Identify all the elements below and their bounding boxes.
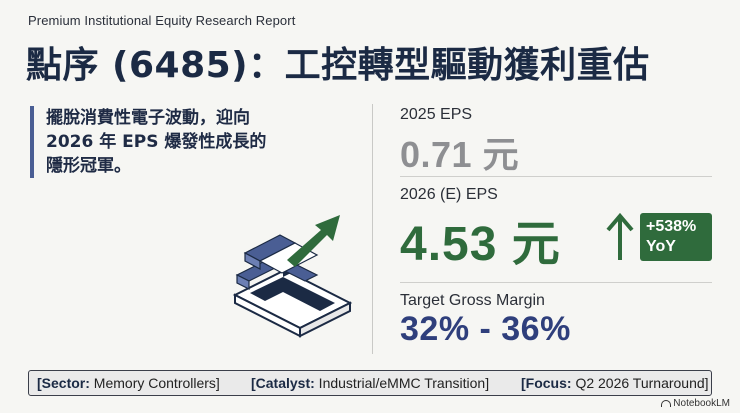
tag-sector: [Sector: Memory Controllers] [37,375,220,391]
growth-chip-illustration [232,215,353,338]
tag-focus-value: Q2 2026 Turnaround] [571,375,709,391]
eps-2025-value: 0.71 元 [400,134,520,175]
metric-eps-2025: 2025 EPS 0.71 元 [400,106,519,178]
report-eyebrow: Premium Institutional Equity Research Re… [28,13,296,28]
tag-catalyst: [Catalyst: Industrial/eMMC Transition] [251,375,489,391]
growth-arrow-icon [287,215,340,267]
tag-focus-key: [Focus: [521,375,572,391]
thesis-line-3: 隱形冠軍。 [46,156,131,176]
brand-name: NotebookLM [673,398,730,409]
metric-separator-2 [400,282,712,283]
chip-navy-trace [250,277,335,311]
gross-margin-label: Target Gross Margin [400,292,545,309]
thesis-line-2: 2026 年 EPS 爆發性成長的 [46,132,267,152]
notebooklm-logo-icon [661,400,672,407]
eps-2025-label: 2025 EPS [400,106,473,123]
metric-separator-1 [400,176,712,177]
thesis-line-1: 擺脫消費性電子波動，迎向 [46,108,250,128]
tag-focus: [Focus: Q2 2026 Turnaround] [521,375,709,391]
eps-2026-label: 2026 (E) EPS [400,186,498,203]
eps-2026-value: 4.53 元 [400,218,561,271]
vertical-divider [372,104,373,354]
page-title: 點序 (6485)：工控轉型驅動獲利重估 [26,45,650,86]
growth-badge-pct: +538% [646,218,697,235]
arrow-up-icon [606,212,634,260]
tag-catalyst-value: Industrial/eMMC Transition] [314,375,490,391]
brand-watermark: NotebookLM [661,398,730,409]
gross-margin-value: 32% - 36% [400,310,571,348]
metric-eps-2026: 2026 (E) EPS 4.53 元 [400,186,561,274]
metric-gross-margin: Target Gross Margin 32% - 36% [400,292,571,349]
growth-badge-yoy: YoY [646,238,676,255]
tag-sector-value: Memory Controllers] [89,375,220,391]
growth-badge: +538% YoY [640,213,712,261]
tag-catalyst-key: [Catalyst: [251,375,315,391]
thesis-quote: 擺脫消費性電子波動，迎向 2026 年 EPS 爆發性成長的 隱形冠軍。 [30,106,346,178]
tag-sector-key: [Sector: [37,375,90,391]
tag-bar: [Sector: Memory Controllers] [Catalyst: … [28,370,712,396]
